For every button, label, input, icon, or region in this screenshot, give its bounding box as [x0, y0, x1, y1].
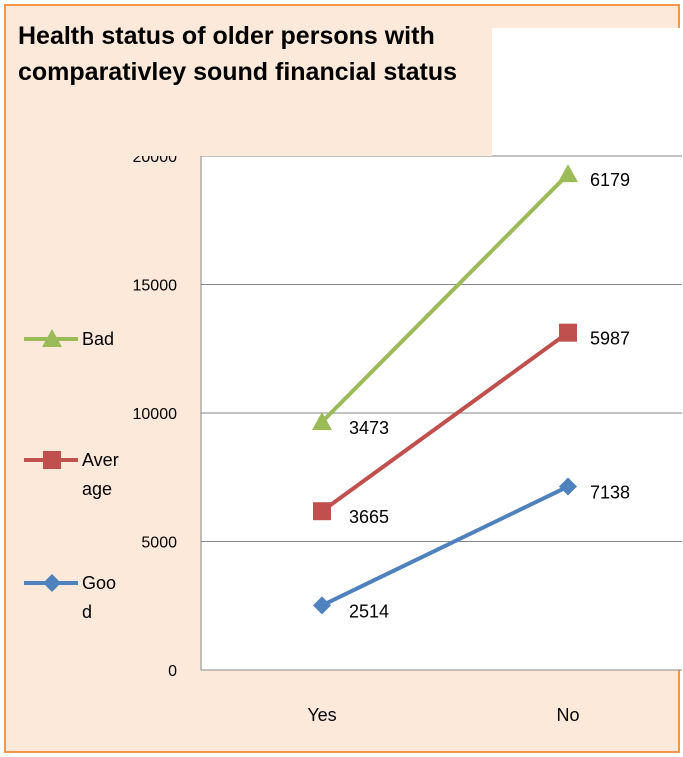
data-label-average: 5987: [590, 329, 630, 349]
data-label-average: 3665: [349, 507, 389, 527]
data-point-good: [313, 596, 331, 615]
data-label-good: 2514: [349, 601, 389, 621]
chart-title-background: [14, 12, 492, 156]
legend-label-average: age: [82, 479, 112, 499]
legend-label-bad: Bad: [82, 329, 114, 349]
legend-marker-average: [43, 451, 61, 469]
data-label-bad: 6179: [590, 170, 630, 190]
legend-label-good: Goo: [82, 573, 116, 593]
series-line-good: [321, 484, 569, 608]
y-tick-label: 5000: [141, 535, 177, 552]
y-tick-label: 10000: [133, 406, 178, 423]
data-label-bad: 3473: [349, 418, 389, 438]
data-point-average: [313, 502, 331, 521]
data-point-bad: [558, 164, 578, 183]
data-point-good: [559, 477, 577, 496]
y-tick-label: 15000: [133, 278, 178, 295]
legend-label-average: Aver: [82, 450, 119, 470]
y-tick-label: 0: [168, 663, 177, 680]
data-point-average: [559, 323, 577, 342]
data-label-good: 7138: [590, 483, 630, 503]
legend-marker-bad: [42, 329, 62, 347]
series-line-average: [320, 331, 570, 513]
legend-label-good: d: [82, 602, 92, 622]
chart-title: Health status of older persons with comp…: [18, 22, 458, 86]
data-point-bad: [312, 411, 332, 430]
legend-marker-good: [43, 574, 61, 592]
x-tick-label: No: [556, 705, 579, 725]
series-line-bad: [320, 172, 570, 424]
x-tick-label: Yes: [307, 705, 336, 725]
